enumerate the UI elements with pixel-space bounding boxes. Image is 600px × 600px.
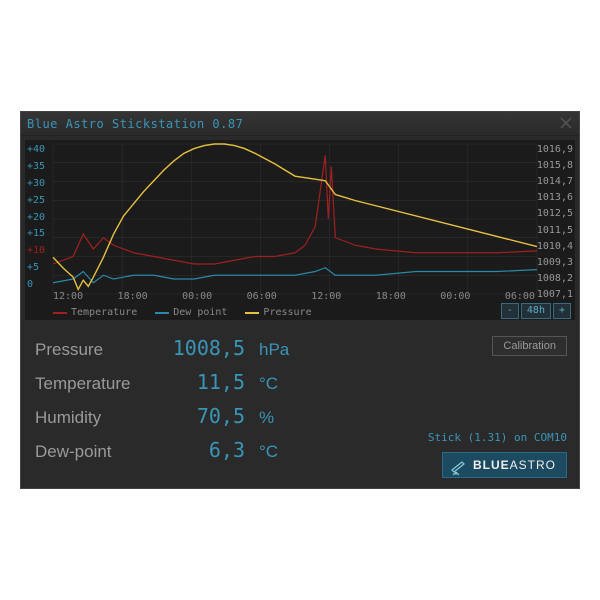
x-tick: 18:00: [118, 291, 148, 302]
time-range-control: - 48h +: [501, 303, 571, 319]
y-left-tick: +20: [27, 212, 45, 223]
range-label[interactable]: 48h: [521, 303, 551, 319]
y-left-tick: +40: [27, 144, 45, 155]
telescope-icon: [449, 456, 469, 476]
reading-row: Humidity70,5%: [35, 404, 565, 428]
legend-label: Pressure: [263, 307, 311, 318]
logo-text-light: ASTRO: [510, 458, 556, 472]
y-left-tick: +25: [27, 195, 45, 206]
legend-dewpoint: Dew point: [155, 307, 227, 318]
y-right-tick: 1015,8: [537, 160, 573, 171]
y-right-tick: 1011,5: [537, 225, 573, 236]
y-left-tick: +5: [27, 262, 45, 273]
x-tick: 18:00: [376, 291, 406, 302]
legend-swatch-dewpoint: [155, 312, 169, 314]
reading-label: Dew-point: [35, 442, 155, 462]
reading-value: 11,5: [155, 370, 245, 394]
reading-unit: hPa: [259, 340, 289, 360]
y-left-tick: +10: [27, 245, 45, 256]
brand-logo[interactable]: BLUEASTRO: [442, 452, 567, 478]
reading-value: 1008,5: [155, 336, 245, 360]
chart-legend: Temperature Dew point Pressure: [53, 307, 312, 318]
legend-label: Dew point: [173, 307, 227, 318]
y-right-tick: 1013,6: [537, 192, 573, 203]
y-right-tick: 1016,9: [537, 144, 573, 155]
legend-swatch-temperature: [53, 312, 67, 314]
x-tick: 06:00: [247, 291, 277, 302]
y-right-tick: 1007,1: [537, 289, 573, 300]
y-axis-right: 1016,9 1015,8 1014,7 1013,6 1012,5 1011,5 1010…: [537, 140, 573, 300]
range-minus-button[interactable]: -: [501, 303, 519, 319]
y-right-tick: 1012,5: [537, 208, 573, 219]
reading-unit: °C: [259, 442, 278, 462]
x-tick: 00:00: [182, 291, 212, 302]
reading-row: Pressure1008,5 hPa: [35, 336, 565, 360]
titlebar[interactable]: Blue Astro Stickstation 0.87: [21, 112, 579, 136]
y-right-tick: 1014,7: [537, 176, 573, 187]
reading-value: 70,5: [155, 404, 245, 428]
legend-pressure: Pressure: [245, 307, 311, 318]
logo-text-bold: BLUE: [473, 458, 510, 472]
reading-label: Humidity: [35, 408, 155, 428]
y-left-tick: +15: [27, 228, 45, 239]
y-axis-left: +40 +35 +30 +25 +20 +15 +10 +5 0: [27, 140, 45, 290]
range-plus-button[interactable]: +: [553, 303, 571, 319]
legend-label: Temperature: [71, 307, 137, 318]
app-window: Blue Astro Stickstation 0.87 +40 +35 +30 +2…: [20, 111, 580, 489]
reading-unit: %: [259, 408, 274, 428]
stick-status: Stick (1.31) on COM10: [428, 431, 567, 444]
y-left-tick: +30: [27, 178, 45, 189]
legend-swatch-pressure: [245, 312, 259, 314]
reading-label: Temperature: [35, 374, 155, 394]
y-left-tick: +35: [27, 161, 45, 172]
reading-unit: °C: [259, 374, 278, 394]
x-tick: 12:00: [53, 291, 83, 302]
calibration-button[interactable]: Calibration: [492, 336, 567, 356]
window-title: Blue Astro Stickstation 0.87: [27, 117, 243, 131]
readings-panel: Pressure1008,5 hPa Temperature11,5 °C Humidi…: [21, 324, 579, 488]
close-icon[interactable]: [557, 114, 575, 132]
reading-value: 6,3: [155, 438, 245, 462]
x-tick: 00:00: [440, 291, 470, 302]
x-axis: 12:00 18:00 00:00 06:00 12:00 18:00 00:00 06:00: [53, 291, 535, 302]
y-right-tick: 1009,3: [537, 257, 573, 268]
legend-temperature: Temperature: [53, 307, 137, 318]
y-right-tick: 1010,4: [537, 241, 573, 252]
x-tick: 12:00: [311, 291, 341, 302]
reading-row: Temperature11,5 °C: [35, 370, 565, 394]
chart-panel: +40+35+30+25+20+15+10+50 1016,91015,8101…: [25, 140, 575, 320]
y-right-tick: 1008,2: [537, 273, 573, 284]
y-left-tick: 0: [27, 279, 45, 290]
x-tick: 06:00: [505, 291, 535, 302]
reading-label: Pressure: [35, 340, 155, 360]
